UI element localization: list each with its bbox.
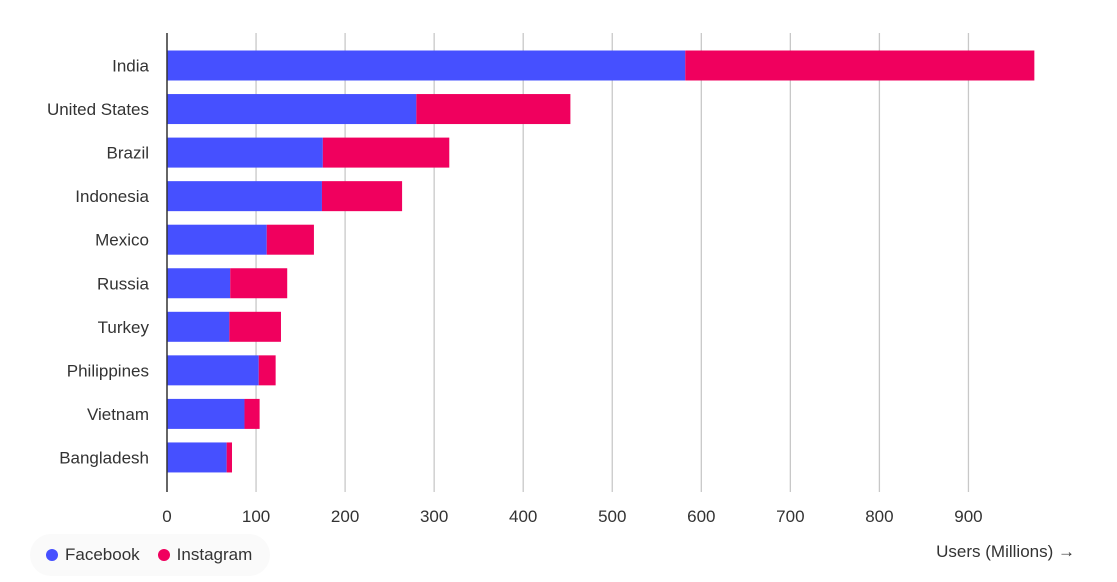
bars bbox=[167, 50, 1035, 473]
bar-facebook-brazil bbox=[167, 137, 323, 168]
bar-instagram-bangladesh bbox=[226, 442, 233, 473]
category-label-turkey: Turkey bbox=[98, 318, 150, 337]
x-tick-label-800: 800 bbox=[865, 507, 893, 526]
bar-facebook-indonesia bbox=[167, 181, 322, 212]
bar-instagram-philippines bbox=[258, 355, 276, 386]
legend-label-instagram: Instagram bbox=[176, 545, 253, 564]
category-labels: India United States Brazil Indonesia Mexico R… bbox=[47, 57, 150, 468]
category-label-vietnam: Vietnam bbox=[87, 405, 149, 424]
bar-instagram-turkey bbox=[229, 311, 281, 342]
x-axis-label: Users (Millions) → bbox=[936, 542, 1075, 561]
category-label-philippines: Philippines bbox=[67, 361, 149, 380]
x-tick-label-600: 600 bbox=[687, 507, 715, 526]
bar-facebook-united-states bbox=[167, 94, 417, 125]
legend-item-facebook[interactable]: Facebook bbox=[46, 545, 140, 565]
bar-facebook-russia bbox=[167, 268, 231, 299]
x-tick-label-0: 0 bbox=[162, 507, 171, 526]
bar-facebook-philippines bbox=[167, 355, 259, 386]
bar-facebook-turkey bbox=[167, 311, 230, 342]
x-tick-label-200: 200 bbox=[331, 507, 359, 526]
bar-facebook-mexico bbox=[167, 224, 267, 255]
x-tick-label-100: 100 bbox=[242, 507, 270, 526]
bar-facebook-india bbox=[167, 50, 686, 81]
bar-instagram-united-states bbox=[416, 94, 571, 125]
x-tick-label-700: 700 bbox=[776, 507, 804, 526]
bar-instagram-indonesia bbox=[321, 181, 403, 212]
category-label-united-states: United States bbox=[47, 100, 149, 119]
category-label-mexico: Mexico bbox=[95, 231, 149, 250]
x-tick-label-400: 400 bbox=[509, 507, 537, 526]
category-label-bangladesh: Bangladesh bbox=[59, 448, 149, 467]
bar-instagram-russia bbox=[230, 268, 288, 299]
x-tick-label-300: 300 bbox=[420, 507, 448, 526]
bar-instagram-vietnam bbox=[244, 398, 260, 429]
instagram-legend-dot bbox=[157, 549, 170, 561]
category-label-brazil: Brazil bbox=[106, 144, 149, 163]
legend-item-instagram[interactable]: Instagram bbox=[157, 545, 253, 565]
category-label-indonesia: Indonesia bbox=[75, 187, 149, 206]
bar-instagram-brazil bbox=[322, 137, 450, 168]
x-tick-label-500: 500 bbox=[598, 507, 626, 526]
legend: Facebook Instagram bbox=[30, 534, 271, 576]
bar-facebook-vietnam bbox=[167, 398, 245, 429]
bar-instagram-mexico bbox=[266, 224, 314, 255]
bar-instagram-india bbox=[685, 50, 1035, 81]
category-label-russia: Russia bbox=[97, 274, 150, 293]
legend-label-facebook: Facebook bbox=[65, 545, 140, 564]
facebook-legend-dot bbox=[46, 549, 58, 561]
bar-facebook-bangladesh bbox=[167, 442, 227, 473]
category-label-india: India bbox=[112, 57, 149, 76]
x-tick-labels: 0 100 200 300 400 500 600 700 800 900 bbox=[162, 507, 982, 526]
x-tick-label-900: 900 bbox=[954, 507, 982, 526]
